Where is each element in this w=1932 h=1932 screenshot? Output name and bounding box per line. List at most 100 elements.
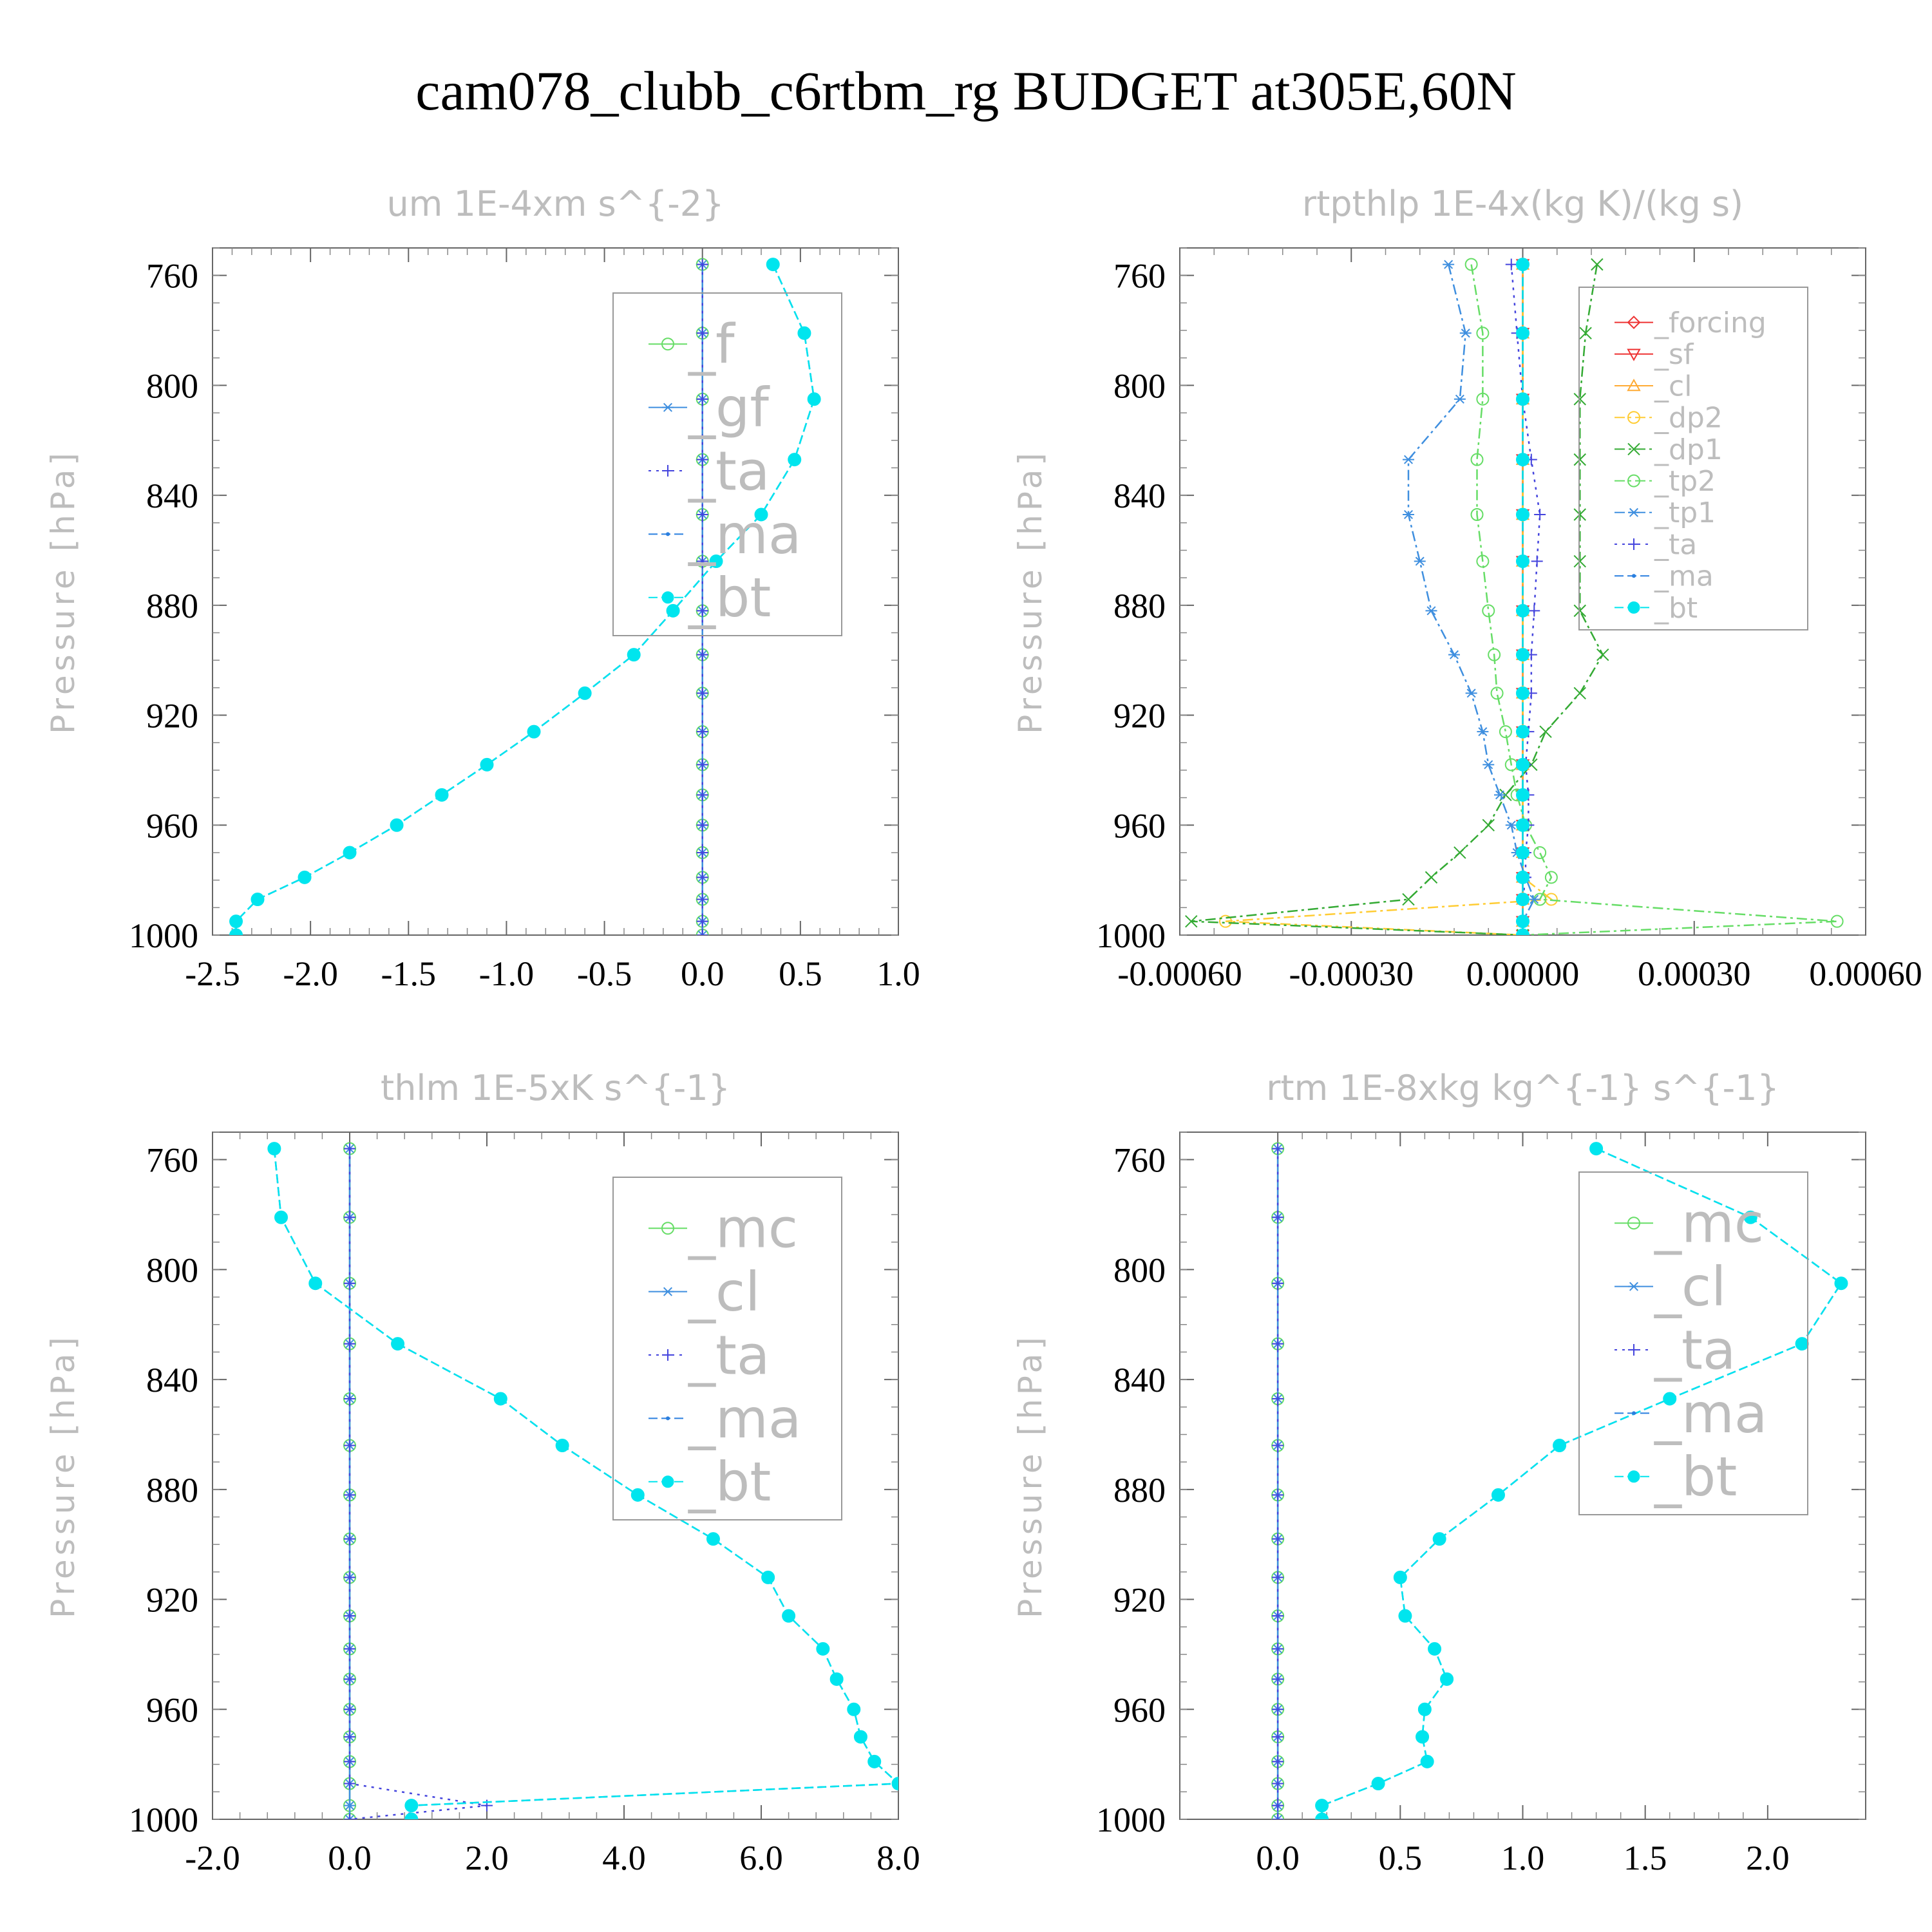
data-point-ta [344,1571,355,1584]
data-point-bt [1491,1488,1505,1502]
data-point-bt [1428,1642,1442,1656]
data-point-bt [480,757,494,772]
x-tick-label: -1.0 [479,954,534,993]
legend-label: _ta [1654,528,1697,561]
x-tick-label: 0.00000 [1466,954,1580,993]
data-point-ta [1272,1777,1284,1790]
data-point-ta [1272,1673,1284,1685]
data-point-bt [1795,1337,1809,1351]
y-tick-label: 880 [146,1471,198,1510]
y-axis-label: Pressure [hPa] [1012,1333,1049,1618]
y-tick-label: 760 [146,1141,198,1180]
data-point-tp1 [1477,727,1489,737]
data-point-dp1 [1579,327,1592,340]
legend-marker [1627,442,1640,456]
data-point-bt [267,1142,281,1156]
y-tick-label: 840 [146,477,198,515]
series-line-ma [273,1148,898,1819]
data-point-tp1 [1454,394,1466,404]
y-tick-label: 880 [1113,1471,1166,1510]
x-tick-label: 0.00030 [1638,954,1751,993]
legend-label: _cl [688,1260,761,1323]
data-point-bt [847,1702,861,1716]
data-point-ta [696,649,708,661]
data-point-bt [891,1777,898,1791]
data-point-tp2 [1464,258,1478,271]
data-point-tp2 [1544,871,1558,884]
y-tick-label: 800 [1113,1251,1166,1289]
series-line-bt [1321,1148,1842,1819]
y-tick-label: 800 [1113,366,1166,405]
data-point-ta [344,1814,355,1819]
data-point-ta [1272,1393,1284,1405]
legend-label: _gf [688,376,770,439]
data-point-bt [1371,1777,1385,1791]
data-point-ta [696,846,708,858]
data-point-tp1 [1459,328,1472,338]
data-point-bt [1393,1570,1407,1584]
legend-label: _ta [1654,1318,1736,1381]
data-point-bt [627,648,641,662]
y-tick-label: 840 [1113,1361,1166,1399]
data-point-ta [344,1610,355,1622]
x-tick-label: -1.5 [381,954,436,993]
data-point-dp1 [1185,914,1198,928]
legend: _mc_cl_ta_ma_bt [1578,1171,1808,1515]
x-tick-label: 1.0 [876,954,920,993]
y-axis-label: Pressure [hPa] [44,1333,82,1618]
data-point-ta [696,893,708,905]
series-line-ta [348,1148,488,1819]
x-tick-label: 0.0 [328,1839,372,1877]
x-tick-label: 0.5 [779,954,822,993]
data-point-bt [1516,603,1530,618]
y-tick-label: 760 [1113,257,1166,296]
panel-3: thlm 1E-5xK s^{-1} Pressure [hPa] 760 800 84… [44,1068,920,1877]
data-point-bt [754,507,768,522]
data-point-ta [1272,1799,1284,1812]
data-point-bt [1516,648,1530,662]
data-point-cl [344,1814,355,1819]
data-point-ta [1272,1211,1284,1224]
series-layer [267,1142,898,1819]
legend-marker [662,1287,674,1296]
data-point-bt [1516,554,1530,569]
legend-marker [1628,1344,1640,1356]
data-point-ta [696,605,708,617]
legend-marker [1632,574,1636,578]
data-point-bt [1743,1210,1757,1224]
legend-label: _dp2 [1654,402,1723,435]
data-point-bt [1516,870,1530,884]
data-point-bt [706,1532,720,1546]
y-axis-label: Pressure [hPa] [1012,449,1049,734]
legend-label: _bt [688,1450,771,1513]
data-point-bt [578,686,592,700]
data-point-ta [696,258,708,270]
data-point-ta [1272,1571,1284,1584]
series-line-bt [273,1148,898,1819]
legend: _forcing_sf_cl_dp2_dp1_tp2_tp1_ta_ma_bt [1578,287,1808,630]
legend-marker [1627,378,1641,392]
data-point-dp1 [1482,819,1495,831]
data-point-bt [709,554,723,569]
data-point-ta [1272,1643,1284,1655]
legend-marker [661,337,674,351]
y-tick-label: 1000 [1096,916,1166,955]
data-point-bt [229,914,243,929]
data-point-ta [1272,1756,1284,1768]
data-point-dp1 [1539,725,1552,738]
data-point-ta [696,327,708,339]
data-point-bt [807,392,821,406]
data-point-tp2 [1476,392,1490,406]
data-point-bt [1516,788,1530,802]
x-tick-label: 0.5 [1379,1839,1423,1877]
series-line-tp1 [1407,264,1535,935]
data-point-bt [435,788,449,802]
data-point-ta [696,555,708,567]
data-point-tp2 [1830,914,1844,928]
x-tick-label: 6.0 [739,1839,783,1877]
y-tick-label: 960 [146,806,198,845]
legend-label: _dp1 [1654,433,1723,466]
data-point-bt [1516,846,1530,860]
panel-1: um 1E-4xm s^{-2} Pressure [hPa] 760 800 840 8… [44,184,920,993]
data-point-ta [696,687,708,699]
